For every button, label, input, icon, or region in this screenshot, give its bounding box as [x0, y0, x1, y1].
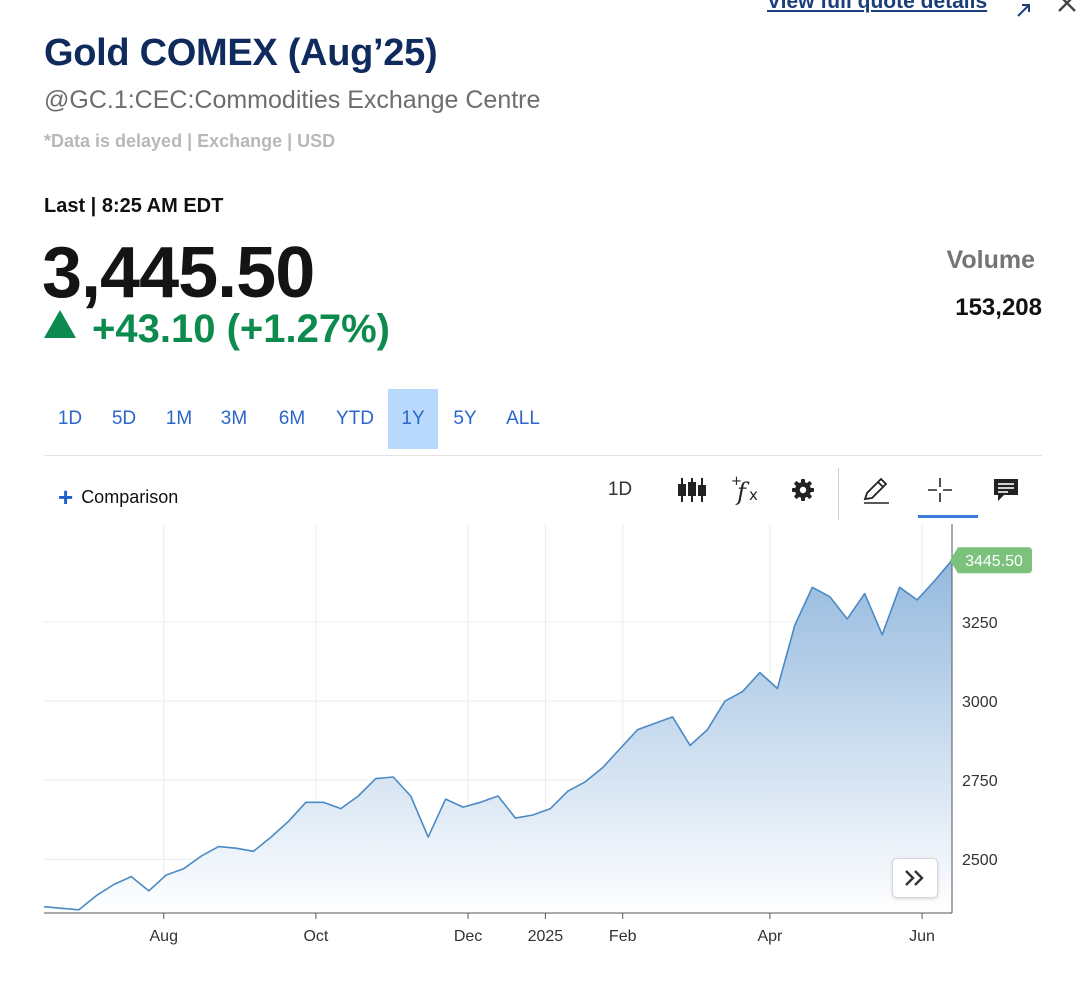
x-tick-label: Dec	[454, 928, 482, 945]
x-tick-label: Jun	[909, 928, 935, 945]
price-change-value: +43.10 (+1.27%)	[92, 307, 390, 351]
symbol-exchange-subtitle: @GC.1:CEC:Commodities Exchange Centre	[44, 86, 541, 114]
crosshair-icon[interactable]	[920, 472, 960, 508]
data-delay-disclaimer: *Data is delayed | Exchange | USD	[44, 131, 336, 151]
range-tab-1m[interactable]: 1M	[165, 408, 193, 429]
interval-selector[interactable]: 1D	[607, 479, 633, 500]
price-change: +43.10 (+1.27%)	[44, 307, 390, 352]
range-tab-1d[interactable]: 1D	[57, 408, 83, 429]
x-tick-label: Oct	[303, 928, 328, 945]
x-tick-label: Apr	[757, 928, 783, 945]
range-tab-5d[interactable]: 5D	[111, 408, 137, 429]
double-chevron-right-icon	[905, 870, 924, 886]
x-tick-label: Feb	[609, 928, 637, 945]
range-tab-all[interactable]: ALL	[506, 408, 540, 429]
range-tab-3m[interactable]: 3M	[220, 408, 248, 429]
external-link-arrow-icon[interactable]	[1014, 0, 1034, 20]
last-trade-time: Last | 8:25 AM EDT	[44, 195, 224, 217]
range-tab-5y[interactable]: 5Y	[453, 408, 477, 429]
x-tick-label: 2025	[528, 928, 564, 945]
range-tab-1y[interactable]: 1Y	[388, 389, 438, 449]
comment-icon[interactable]	[986, 472, 1026, 508]
last-value-label: 3445.50	[950, 547, 1032, 574]
active-tool-indicator	[918, 515, 978, 518]
scroll-to-latest-button[interactable]	[892, 858, 938, 898]
last-value-label-bg	[950, 547, 1032, 574]
plus-icon: +	[58, 482, 74, 512]
y-tick-label: 3000	[962, 694, 998, 711]
x-tick-label: Aug	[150, 928, 178, 945]
time-range-tabs: 1D 5D 1M 3M 6M YTD 1Y 5Y ALL	[44, 389, 554, 449]
candlestick-icon[interactable]	[672, 472, 712, 508]
page-title: Gold COMEX (Aug’25)	[44, 32, 438, 74]
comparison-label: Comparison	[81, 487, 179, 507]
close-icon[interactable]	[1056, 0, 1078, 14]
view-full-quote-link[interactable]: View full quote details	[767, 0, 988, 13]
draw-pencil-icon[interactable]	[856, 472, 896, 508]
y-tick-label: 2500	[962, 852, 998, 869]
svg-text:x: x	[749, 486, 758, 504]
indicator-fx-icon[interactable]: + f x	[726, 472, 766, 508]
volume-value: 153,208	[955, 294, 1042, 321]
y-tick-label: 3250	[962, 615, 998, 632]
range-tab-ytd[interactable]: YTD	[336, 408, 374, 429]
add-comparison-button[interactable]: + Comparison	[58, 482, 178, 513]
settings-gear-icon[interactable]	[784, 472, 822, 508]
svg-text:+: +	[731, 474, 742, 489]
up-triangle-icon	[44, 310, 76, 338]
y-tick-label: 2750	[962, 773, 998, 790]
last-price: 3,445.50	[42, 233, 315, 313]
price-area-fill	[44, 560, 952, 913]
volume-label: Volume	[946, 246, 1035, 274]
range-tab-6m[interactable]: 6M	[278, 408, 306, 429]
toolbar-divider	[44, 455, 1042, 456]
last-value-label-text: 3445.50	[965, 553, 1023, 570]
toolbar-separator	[838, 468, 839, 520]
